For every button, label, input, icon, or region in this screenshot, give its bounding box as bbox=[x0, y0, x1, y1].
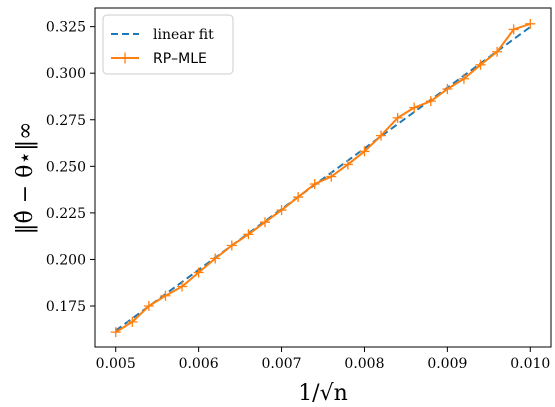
series-line-rp-mle bbox=[115, 22, 531, 333]
data-point bbox=[342, 159, 353, 170]
data-point bbox=[143, 301, 154, 312]
data-point bbox=[492, 46, 503, 57]
data-point bbox=[525, 18, 536, 29]
x-tick-label: 0.006 bbox=[179, 356, 219, 372]
data-point bbox=[160, 290, 171, 301]
x-tick-label: 0.007 bbox=[261, 356, 301, 372]
data-point bbox=[127, 316, 138, 327]
data-point bbox=[259, 217, 270, 228]
data-point bbox=[226, 240, 237, 251]
legend: linear fit RP–MLE bbox=[102, 14, 234, 75]
x-tick-label: 0.010 bbox=[510, 356, 550, 372]
y-tick-label: 0.275 bbox=[46, 113, 86, 129]
data-point bbox=[508, 24, 519, 35]
data-point bbox=[177, 281, 188, 292]
data-point bbox=[392, 112, 403, 123]
data-point bbox=[376, 130, 387, 141]
legend-box bbox=[102, 14, 234, 75]
x-tick-label: 0.009 bbox=[427, 356, 467, 372]
x-tick-label: 0.005 bbox=[96, 356, 136, 372]
series-layer bbox=[110, 18, 536, 338]
legend-label-rp-mle: RP–MLE bbox=[153, 51, 207, 67]
data-point bbox=[425, 96, 436, 107]
y-tick-label: 0.300 bbox=[46, 66, 86, 82]
data-point bbox=[276, 205, 287, 216]
legend-marker-rp-mle bbox=[119, 52, 131, 64]
data-point bbox=[110, 327, 121, 338]
data-point bbox=[475, 59, 486, 70]
x-axis-label: 1/√n bbox=[298, 381, 348, 406]
data-point bbox=[409, 102, 420, 113]
data-point bbox=[210, 253, 221, 264]
y-tick-label: 0.250 bbox=[46, 159, 86, 175]
data-point bbox=[359, 146, 370, 157]
data-point bbox=[309, 179, 320, 190]
y-tick-label: 0.325 bbox=[46, 20, 86, 36]
legend-label-linear-fit: linear fit bbox=[153, 27, 214, 43]
data-point bbox=[243, 229, 254, 240]
y-axis-ticks: 0.175 0.200 0.225 0.250 0.275 0.300 0.325 bbox=[46, 20, 95, 315]
data-point bbox=[442, 84, 453, 95]
x-axis-ticks: 0.005 0.006 0.007 0.008 0.009 0.010 bbox=[96, 347, 550, 372]
x-tick-label: 0.008 bbox=[344, 356, 384, 372]
y-axis-label: ‖θ̂ − θ⋆‖∞ bbox=[13, 121, 38, 234]
data-point bbox=[458, 73, 469, 84]
y-tick-label: 0.225 bbox=[46, 206, 86, 222]
data-point bbox=[293, 192, 304, 203]
y-tick-label: 0.175 bbox=[46, 299, 86, 315]
data-point bbox=[326, 171, 337, 182]
series-line-linear-fit bbox=[115, 26, 531, 332]
y-tick-label: 0.200 bbox=[46, 252, 86, 268]
data-point bbox=[193, 267, 204, 278]
